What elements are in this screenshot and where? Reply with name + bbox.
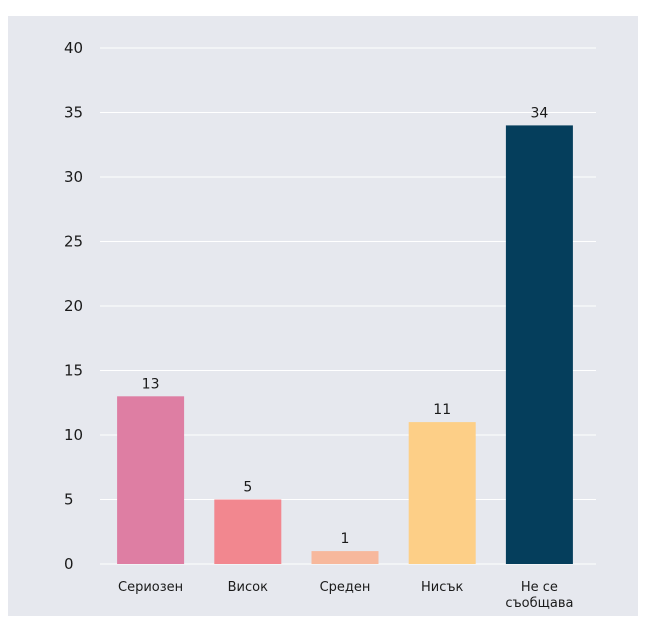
bar-chart: 0 5 10 15 20 25 30 35 40 13 Сериозен 5 Висок 1 Среден 1… bbox=[64, 39, 596, 611]
y-tick-label-20: 20 bbox=[64, 297, 83, 315]
y-tick-label-25: 25 bbox=[64, 233, 83, 251]
data-label-1: 13 bbox=[142, 376, 160, 392]
category-label-3: Среден bbox=[320, 580, 371, 595]
chart-panel: 0 5 10 15 20 25 30 35 40 13 Сериозен 5 Висок 1 Среден 1… bbox=[8, 16, 638, 616]
y-tick-label-40: 40 bbox=[64, 39, 83, 57]
category-label-2: Висок bbox=[228, 580, 268, 595]
category-label-4: Нисък bbox=[421, 580, 464, 595]
y-tick-label-30: 30 bbox=[64, 168, 83, 186]
bar-2 bbox=[214, 499, 282, 564]
data-label-2: 5 bbox=[243, 480, 252, 496]
bar-3 bbox=[311, 551, 379, 564]
bar-5 bbox=[505, 125, 573, 565]
data-label-5: 34 bbox=[530, 105, 548, 121]
data-label-4: 11 bbox=[433, 402, 451, 418]
y-tick-label-10: 10 bbox=[64, 426, 83, 444]
y-tick-label-5: 5 bbox=[64, 491, 74, 509]
y-tick-label-0: 0 bbox=[64, 555, 74, 573]
bar-1 bbox=[117, 396, 185, 564]
bar-4 bbox=[408, 422, 476, 564]
category-label-1: Сериозен bbox=[118, 580, 183, 595]
category-label-5: Не се съобщава bbox=[505, 580, 573, 611]
data-label-3: 1 bbox=[341, 531, 350, 547]
y-tick-label-35: 35 bbox=[64, 104, 83, 122]
y-tick-label-15: 15 bbox=[64, 362, 83, 380]
